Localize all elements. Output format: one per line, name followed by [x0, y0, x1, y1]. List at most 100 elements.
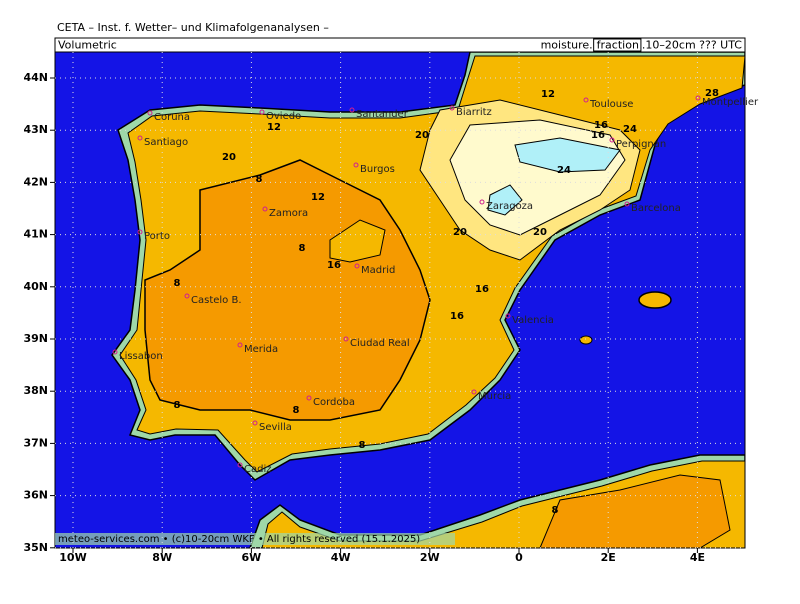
y-tick-label: 42N — [23, 175, 48, 188]
city-marker — [695, 95, 701, 101]
contour-label: 16 — [594, 120, 608, 131]
y-tick-label: 37N — [23, 436, 48, 449]
contour-label: 8 — [552, 505, 559, 516]
city-marker — [237, 462, 243, 468]
header-right-suffix: .10–20cm ??? UTC — [642, 39, 742, 52]
city-label: Zaragoza — [486, 201, 533, 212]
title: CETA – Inst. f. Wetter– und Klimafolgena… — [57, 21, 329, 34]
contour-label: 12 — [311, 192, 325, 203]
city-marker — [262, 206, 268, 212]
y-tick-label: 35N — [23, 541, 48, 554]
x-tick-label: 10W — [59, 551, 86, 564]
city-label: Zamora — [269, 208, 308, 219]
very-wet-region — [514, 137, 621, 173]
x-tick-label: 2E — [601, 551, 616, 564]
x-tick-label: 8W — [152, 551, 172, 564]
city-label: Ciudad Real — [350, 338, 410, 349]
city-label: Montpellier — [702, 97, 759, 108]
city-label: Perpignan — [616, 139, 666, 150]
africa-dry — [539, 474, 731, 548]
y-tick-label: 43N — [23, 123, 48, 136]
city-marker — [343, 336, 349, 342]
contour-label: 8 — [174, 278, 181, 289]
city-label: Santiago — [144, 137, 188, 148]
x-tick-label: 6W — [242, 551, 262, 564]
city-label: Santander — [356, 109, 409, 120]
city-label: Toulouse — [589, 99, 633, 110]
city-label: Coruña — [154, 112, 190, 123]
y-tick-label: 44N — [23, 71, 48, 84]
city-label: Valencia — [512, 315, 554, 326]
contour-label: 8 — [174, 400, 181, 411]
map-area — [55, 52, 745, 548]
city-marker — [259, 109, 265, 115]
city-label: Castelo B. — [191, 295, 242, 306]
contour-label: 12 — [267, 122, 281, 133]
city-label: Cordoba — [313, 397, 355, 408]
city-label: Biarritz — [456, 107, 492, 118]
city-label: Porto — [144, 231, 170, 242]
contour-label: 16 — [327, 260, 341, 271]
city-label: Murcia — [478, 391, 511, 402]
contour-label: 16 — [475, 284, 489, 295]
city-marker — [112, 349, 118, 355]
contour-label: 12 — [541, 89, 555, 100]
city-marker — [609, 137, 615, 143]
contour-label: 8 — [256, 174, 263, 185]
footer: meteo-services.com • (c)10-20cm WKF • Al… — [58, 534, 420, 545]
x-tick-label: 0 — [515, 551, 523, 564]
city-label: Lissabon — [119, 351, 163, 362]
city-marker — [147, 110, 153, 116]
contour-label: 20 — [222, 152, 236, 163]
x-tick-label: 4W — [331, 551, 351, 564]
contour-label: 8 — [293, 405, 300, 416]
city-marker — [479, 199, 485, 205]
city-marker — [137, 135, 143, 141]
contour-label: 24 — [557, 165, 571, 176]
y-tick-label: 41N — [23, 228, 48, 241]
city-marker — [505, 313, 511, 319]
city-label: Barcelona — [631, 203, 681, 214]
y-tick-label: 39N — [23, 332, 48, 345]
contour-label: 8 — [299, 243, 306, 254]
city-marker — [184, 293, 190, 299]
city-marker — [583, 97, 589, 103]
city-marker — [349, 107, 355, 113]
header-right: moisture. — [541, 39, 593, 52]
contour-label: 24 — [623, 124, 637, 135]
y-tick-label: 36N — [23, 489, 48, 502]
city-marker — [449, 105, 455, 111]
y-tick-label: 38N — [23, 384, 48, 397]
city-marker — [306, 395, 312, 401]
city-marker — [471, 389, 477, 395]
city-marker — [354, 263, 360, 269]
contour-label: 20 — [533, 227, 547, 238]
contour-label: 8 — [359, 440, 366, 451]
moist-spot — [329, 219, 386, 263]
x-tick-label: 4E — [690, 551, 705, 564]
city-label: Sevilla — [259, 422, 292, 433]
contour-label: 16 — [591, 130, 605, 141]
city-label: Burgos — [360, 164, 395, 175]
city-label: Madrid — [361, 265, 395, 276]
city-marker — [237, 342, 243, 348]
city-marker — [252, 420, 258, 426]
city-marker — [624, 201, 630, 207]
contour-label: 20 — [415, 130, 429, 141]
city-marker — [353, 162, 359, 168]
unit-box — [593, 38, 642, 52]
header-left: Volumetric — [58, 39, 117, 52]
city-marker — [137, 229, 143, 235]
very-wet-region — [487, 184, 523, 216]
city-label: Oviedo — [266, 111, 301, 122]
city-label: Merida — [244, 344, 278, 355]
island-ibiza — [579, 335, 593, 345]
city-label: Cadiz — [244, 464, 272, 475]
y-tick-label: 40N — [23, 280, 48, 293]
contour-label: 28 — [705, 88, 719, 99]
island-mallorca — [638, 291, 672, 309]
footer-bg — [55, 533, 455, 545]
contour-label: 16 — [450, 311, 464, 322]
x-tick-label: 2W — [420, 551, 440, 564]
